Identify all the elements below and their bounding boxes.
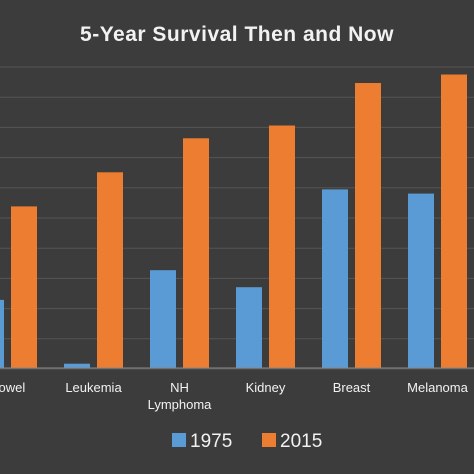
bars: [0, 74, 467, 368]
bar-1975-4: [322, 189, 348, 368]
bar-1975-3: [236, 287, 262, 368]
category-label-2: Lymphoma: [148, 397, 213, 412]
legend-label-1975: 1975: [190, 431, 232, 452]
bar-1975-0: [0, 299, 4, 368]
legend: 1975 2015: [172, 431, 322, 452]
chart-title: 5-Year Survival Then and Now: [80, 23, 394, 46]
category-label-2: NH: [170, 380, 189, 395]
category-label-4: Breast: [333, 380, 371, 395]
bar-2015-1: [97, 172, 123, 368]
legend-swatch-1975: [172, 433, 186, 447]
legend-swatch-2015: [262, 433, 276, 447]
bar-2015-0: [11, 206, 37, 368]
bar-2015-5: [441, 74, 467, 368]
legend-label-2015: 2015: [280, 431, 322, 452]
bar-2015-4: [355, 83, 381, 368]
category-label-0: Bowel: [0, 380, 25, 395]
bar-1975-1: [64, 363, 90, 368]
bar-2015-2: [183, 138, 209, 368]
bar-2015-3: [269, 125, 295, 368]
category-label-1: Leukemia: [65, 380, 122, 395]
category-label-5: Melanoma: [407, 380, 468, 395]
category-label-3: Kidney: [246, 380, 286, 395]
bar-1975-5: [408, 193, 434, 368]
category-labels: Bowel Leukemia NH Lymphoma Kidney Breast Melan…: [0, 380, 469, 412]
bar-1975-2: [150, 270, 176, 368]
